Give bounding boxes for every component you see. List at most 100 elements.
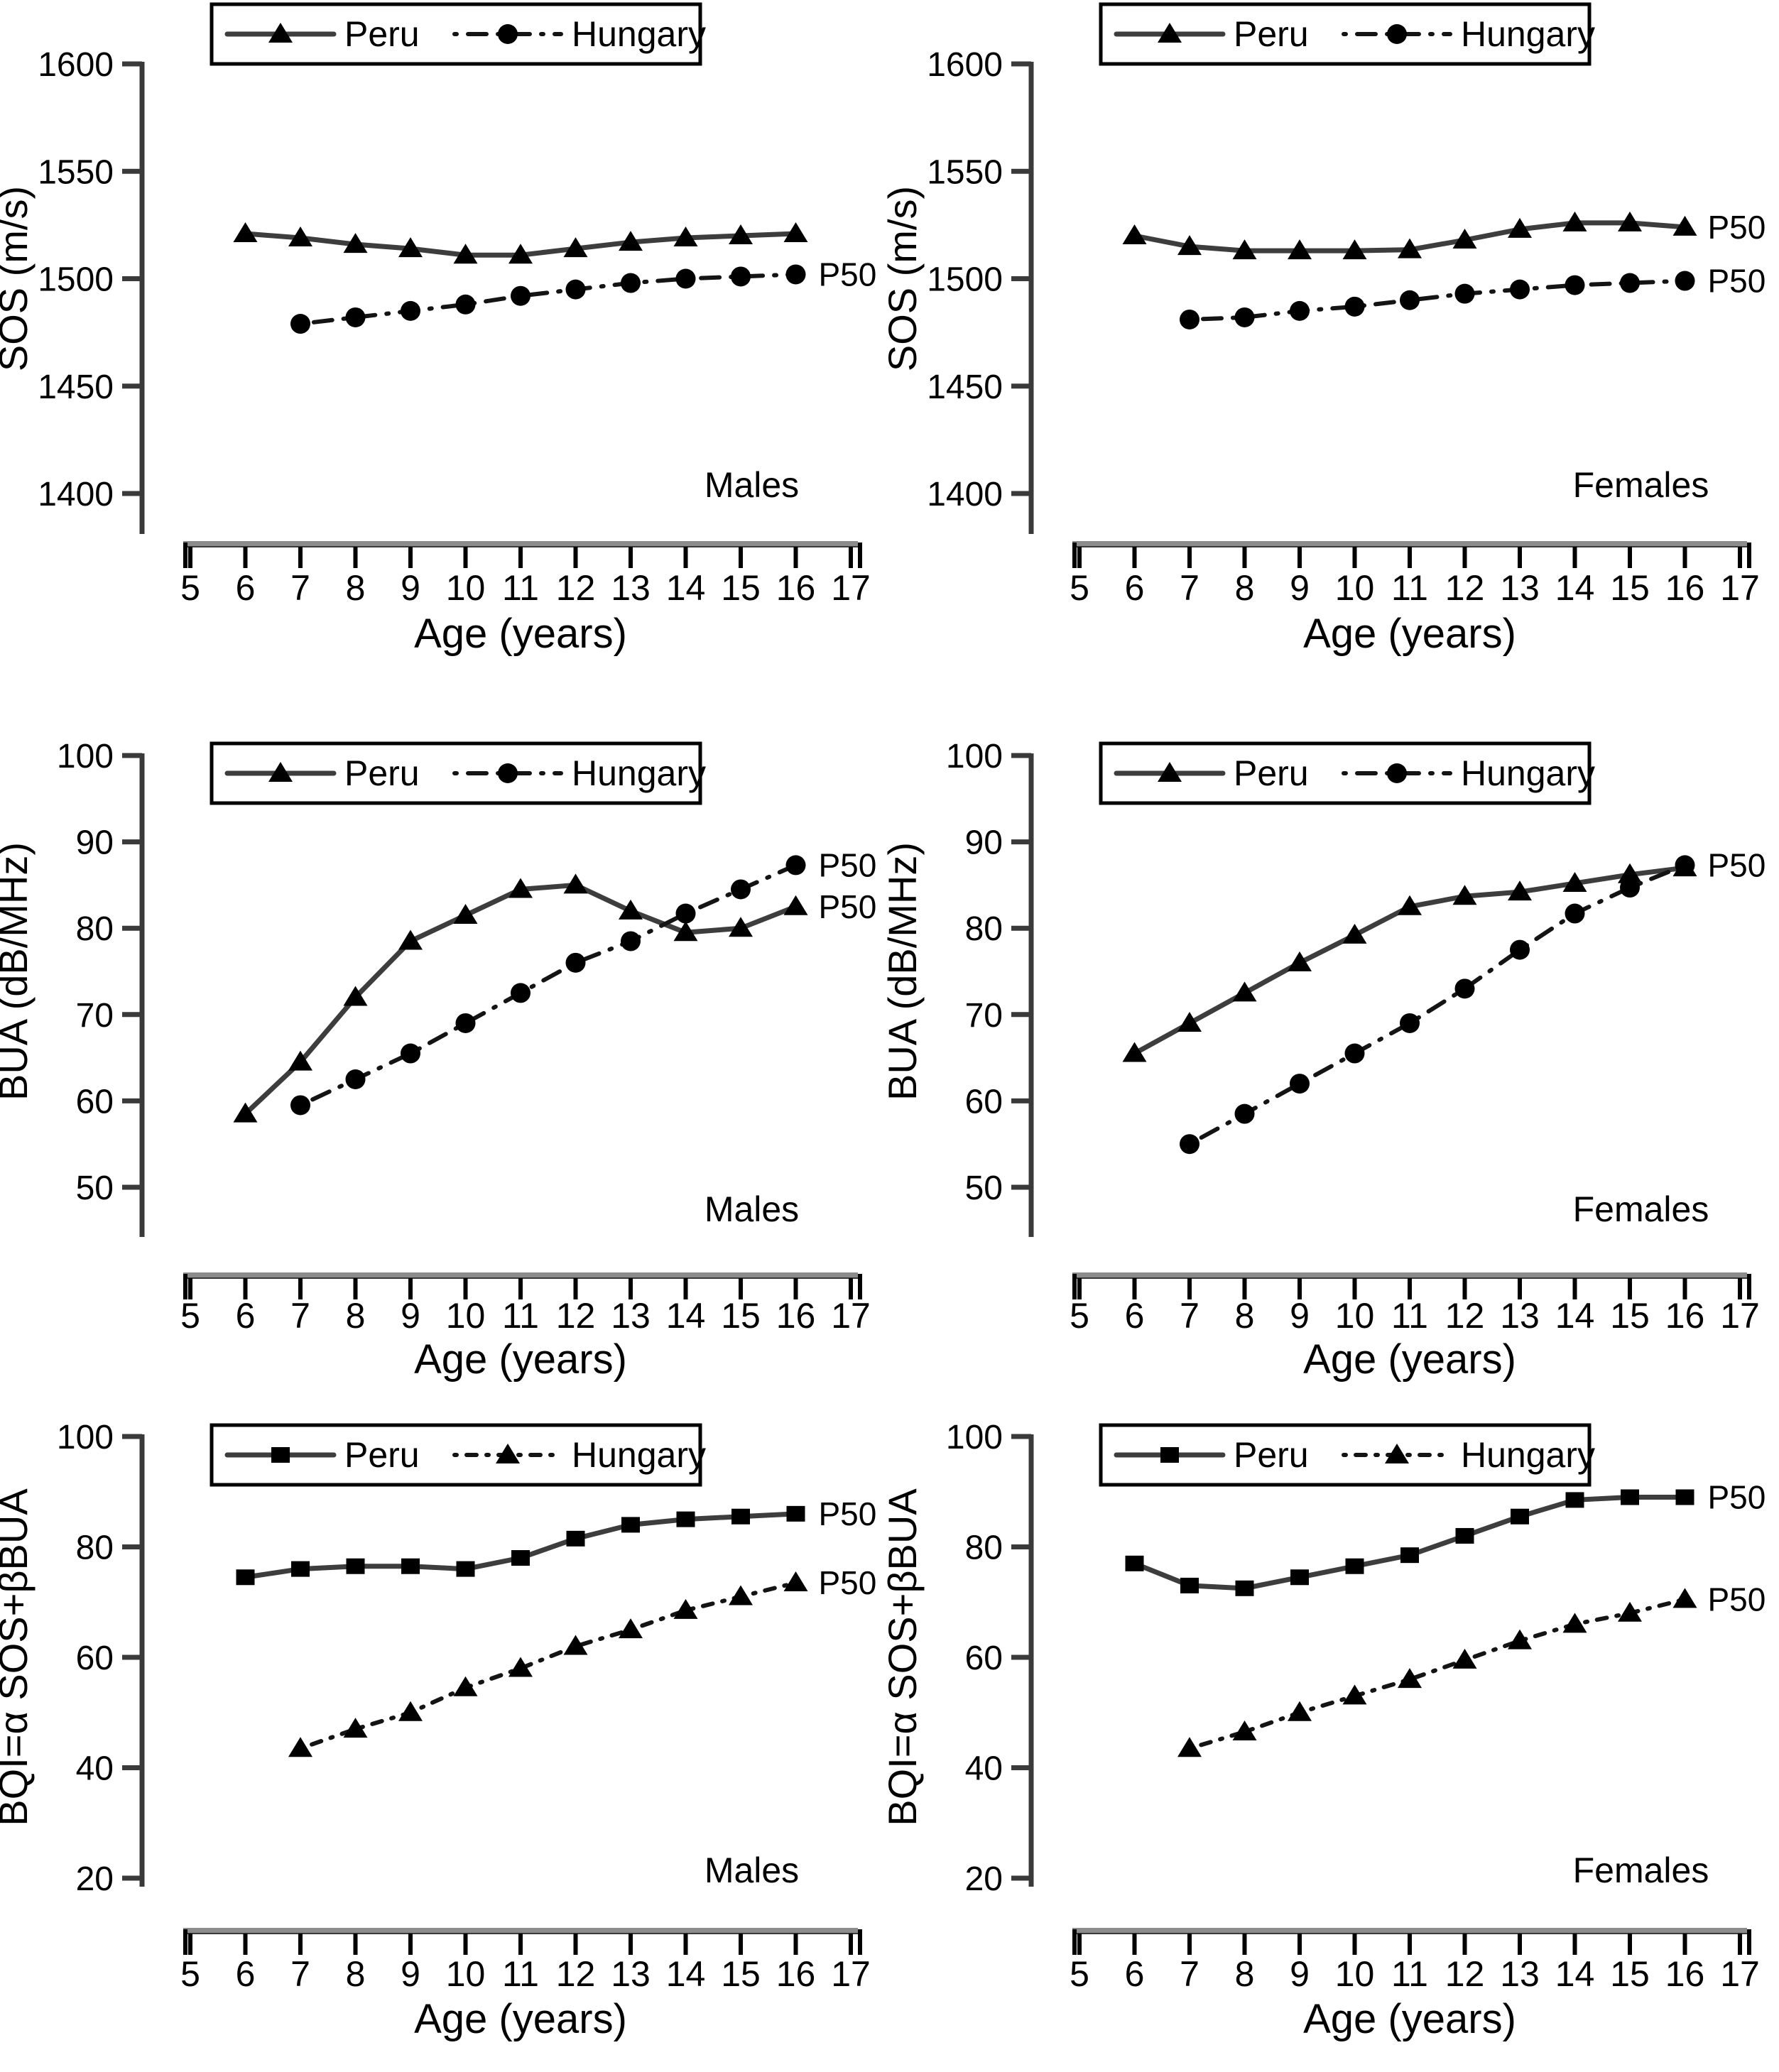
series-marker-hungary <box>1510 939 1530 960</box>
series-marker-peru <box>1177 235 1202 256</box>
y-tick-label: 1550 <box>38 153 114 191</box>
x-tick-label: 5 <box>1070 568 1089 608</box>
series-marker-hungary <box>1234 1103 1255 1124</box>
series-marker-peru <box>783 222 808 242</box>
series-marker-hungary <box>1508 1629 1532 1650</box>
series-marker-peru <box>343 986 368 1006</box>
y-tick-label: 40 <box>965 1750 1003 1788</box>
series-marker-peru <box>621 1517 640 1533</box>
series-marker-peru <box>1452 885 1477 905</box>
x-tick-label: 5 <box>180 1954 200 1994</box>
series-marker-peru <box>343 233 368 253</box>
series-marker-hungary <box>785 264 806 285</box>
chart-sos-females: 1600 1550 1500 1450 1400 SOS (m/s) 5 6 7 8 9 10 11 12… <box>880 0 1779 690</box>
y-tick-label: 60 <box>965 1083 1003 1120</box>
y-tick-label: 1400 <box>38 476 114 513</box>
y-tick-label: 50 <box>965 1169 1003 1207</box>
x-tick-label: 14 <box>1555 1954 1595 1994</box>
series-marker-peru <box>1235 1580 1254 1596</box>
series-marker-peru <box>1288 239 1312 260</box>
legend-marker-hungary <box>498 763 518 783</box>
series-marker-hungary <box>1180 1134 1199 1155</box>
series-marker-peru <box>1675 1489 1694 1505</box>
series-marker-hungary <box>1400 1013 1420 1033</box>
series-marker-peru <box>233 1102 258 1123</box>
legend-label-hungary: Hungary <box>572 753 706 793</box>
series-marker-hungary <box>343 1718 368 1738</box>
x-axis-label: Age (years) <box>414 611 627 657</box>
series-marker-hungary <box>563 1635 588 1655</box>
y-tick-label: 50 <box>76 1169 114 1207</box>
chart-bqi-females: 100 80 60 40 20 BQI=α SOS+βBUA 5 6 7 8 9 10 11 12 13 14… <box>880 1381 1779 2072</box>
chart-bua-males: 100 90 80 70 60 50 BUA (dB/MHz) 5 6 7 8 9 10 11 12 13 14… <box>0 690 889 1383</box>
series-marker-peru <box>1122 224 1147 244</box>
x-tick-label: 13 <box>1500 1954 1540 1994</box>
x-tick-label: 15 <box>1610 1954 1650 1994</box>
series-marker-hungary <box>731 266 751 287</box>
x-tick-label: 8 <box>1235 1296 1255 1336</box>
y-tick-label: 1600 <box>38 46 114 84</box>
x-tick-label: 12 <box>556 1954 596 1994</box>
series-marker-peru <box>236 1569 255 1586</box>
series-marker-peru <box>1511 1508 1529 1525</box>
chart-sos-males: 1600 1550 1500 1450 1400 SOS (m/s) 5 6 7 8 9 10 11 12… <box>0 0 889 690</box>
series-marker-hungary <box>1618 1601 1642 1622</box>
x-axis-label: Age (years) <box>414 1336 627 1383</box>
chart-svg-bqi-females: 100 80 60 40 20 BQI=α SOS+βBUA 5 6 7 8 9 10 11 12 13 14… <box>880 1419 1766 2042</box>
x-tick-label: 12 <box>556 1296 596 1336</box>
series-marker-hungary <box>1342 1684 1367 1705</box>
series-line-hungary <box>298 272 798 327</box>
series-line-hungary <box>1187 863 1687 1147</box>
x-tick-label: 5 <box>1070 1296 1089 1336</box>
x-tick-label: 10 <box>446 1296 486 1336</box>
y-axis-label: BUA (dB/MHz) <box>0 842 36 1101</box>
y-tick-label: 20 <box>76 1860 114 1898</box>
y-axis-label: BQI=α SOS+βBUA <box>880 1488 925 1826</box>
y-tick-label: 80 <box>76 1530 114 1567</box>
x-tick-label: 5 <box>1070 1954 1089 1994</box>
p50-label: P50 <box>1708 1479 1766 1516</box>
y-tick-label: 80 <box>76 910 114 948</box>
series-marker-hungary <box>621 931 641 952</box>
series-marker-hungary <box>453 1676 478 1696</box>
x-tick-label: 11 <box>1391 568 1428 608</box>
y-tick-label: 100 <box>57 738 114 775</box>
y-tick-label: 1500 <box>927 261 1003 299</box>
y-tick-label: 80 <box>965 1530 1003 1567</box>
x-tick-label: 16 <box>1665 568 1705 608</box>
series-marker-peru <box>783 895 808 915</box>
x-tick-label: 12 <box>1445 1296 1485 1336</box>
x-tick-label: 16 <box>1665 1296 1705 1336</box>
x-axis-bar <box>183 1272 858 1279</box>
x-tick-label: 17 <box>1720 1296 1760 1336</box>
p50-label: P50 <box>819 888 877 925</box>
series-marker-peru <box>1452 229 1477 249</box>
series-marker-hungary <box>1562 1613 1587 1633</box>
series-marker-hungary <box>1180 309 1199 329</box>
series-marker-hungary <box>1675 855 1695 876</box>
series-line-hungary <box>1187 1597 1687 1751</box>
y-tick-label: 1400 <box>927 476 1003 513</box>
series-marker-hungary <box>1565 903 1585 924</box>
y-tick-label: 40 <box>76 1750 114 1788</box>
p50-label: P50 <box>819 846 877 883</box>
series-marker-hungary <box>1510 279 1530 300</box>
series-marker-hungary <box>455 294 476 315</box>
series-marker-hungary <box>288 1737 312 1757</box>
x-tick-label: 10 <box>446 568 486 608</box>
x-tick-label: 8 <box>346 568 366 608</box>
series-line-hungary <box>298 863 798 1108</box>
x-axis-bar <box>183 1928 858 1934</box>
chart-bqi-males: 100 80 60 40 20 BQI=α SOS+βBUA 5 6 7 8 9 10 11 12 13 14… <box>0 1381 889 2072</box>
x-axis-bar <box>1072 1272 1747 1279</box>
series-marker-hungary <box>455 1013 476 1033</box>
x-axis-label: Age (years) <box>1303 611 1516 657</box>
series-marker-hungary <box>1288 1701 1312 1721</box>
x-tick-label: 11 <box>502 1296 539 1336</box>
series-marker-hungary <box>290 1095 310 1116</box>
series-marker-peru <box>729 917 753 937</box>
series-marker-peru <box>1232 239 1257 260</box>
x-tick-label: 6 <box>1125 568 1145 608</box>
x-tick-label: 15 <box>721 1954 761 1994</box>
series-marker-hungary <box>508 1657 533 1677</box>
